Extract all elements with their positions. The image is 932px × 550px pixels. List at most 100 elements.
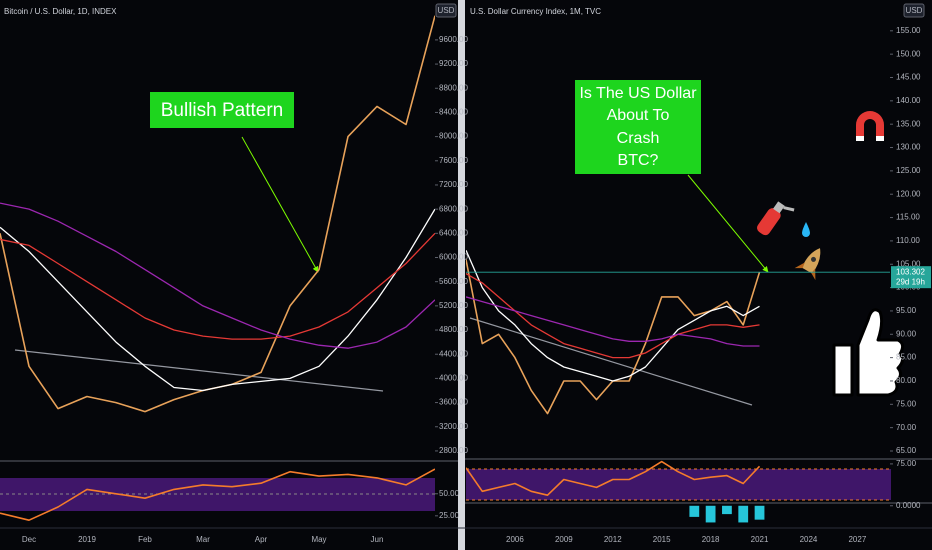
annotation: BTC?	[618, 152, 659, 169]
bar	[705, 505, 716, 523]
y-tick-label: 50.00	[439, 489, 460, 498]
y-tick-label: 120.00	[896, 189, 921, 198]
series-line	[0, 232, 435, 340]
x-tick-label: 2018	[702, 535, 720, 544]
y-tick-label: 2800.00	[439, 446, 468, 455]
y-tick-label: 135.00	[896, 119, 921, 128]
y-tick-label: 110.00	[896, 236, 920, 245]
annotation: About To	[607, 107, 670, 124]
y-tick-label: 70.00	[896, 423, 917, 432]
y-tick-label: 140.00	[896, 96, 921, 105]
drop-icon	[802, 222, 810, 237]
x-tick-label: 2024	[800, 535, 818, 544]
y-tick-label: 3200.00	[439, 422, 468, 431]
plot-area	[466, 460, 761, 496]
y-tick-label: 6400.00	[439, 228, 468, 237]
y-tick-label: 90.00	[896, 329, 917, 338]
currency-label[interactable]: USD	[438, 6, 455, 15]
series-line	[0, 468, 435, 521]
y-tick-label: 9600.00	[439, 35, 468, 44]
y-tick-label: 105.00	[896, 259, 921, 268]
last-price-label: 103.302	[896, 267, 925, 276]
y-tick-label: 75.00	[896, 459, 917, 468]
series-line	[466, 249, 760, 382]
y-tick-label: 25.00	[439, 511, 460, 520]
x-tick-label: 2012	[604, 535, 622, 544]
last-price-box	[891, 266, 931, 289]
currency-label[interactable]: USD	[906, 6, 923, 15]
rocket-icon	[794, 248, 821, 281]
countdown-label: 29d 19h	[896, 277, 925, 286]
y-tick-label: 4400.00	[439, 349, 468, 358]
y-tick-label: 0.0000	[896, 501, 921, 510]
x-tick-label: Jun	[371, 535, 384, 544]
y-tick-label: 130.00	[896, 143, 921, 152]
bar	[689, 505, 700, 517]
x-tick-label: 2009	[555, 535, 573, 544]
series-line	[466, 460, 761, 496]
series-line	[0, 202, 435, 349]
y-tick-label: 4000.00	[439, 374, 468, 383]
annotation-arrow	[241, 136, 319, 273]
series-line	[466, 296, 760, 347]
plot-area	[0, 468, 435, 521]
extinguisher-icon	[757, 201, 795, 236]
magnet-icon	[856, 111, 884, 141]
y-tick-label: 65.00	[896, 446, 917, 455]
x-tick-label: May	[311, 535, 326, 544]
annotation-box	[575, 80, 701, 174]
y-tick-label: 95.00	[896, 306, 917, 315]
trendline	[469, 317, 753, 406]
bar	[754, 505, 765, 520]
x-tick-label: Apr	[255, 535, 268, 544]
annotation-arrow	[687, 174, 769, 273]
y-tick-label: 85.00	[896, 353, 917, 362]
y-tick-label: 145.00	[896, 73, 921, 82]
annotation: Crash	[617, 130, 660, 147]
x-tick-label: Feb	[138, 535, 152, 544]
annotation-box	[150, 92, 294, 128]
y-tick-label: 8800.00	[439, 83, 468, 92]
x-tick-label: 2027	[848, 535, 866, 544]
x-tick-label: Dec	[22, 535, 36, 544]
y-tick-label: 5600.00	[439, 277, 468, 286]
y-tick-label: 7200.00	[439, 180, 468, 189]
currency-box[interactable]	[435, 3, 457, 18]
pane-divider	[458, 0, 465, 550]
x-tick-label: 2015	[653, 535, 671, 544]
y-tick-label: 75.00	[896, 399, 917, 408]
plot-area	[0, 15, 435, 413]
x-tick-label: 2021	[751, 535, 769, 544]
chart-title: Bitcoin / U.S. Dollar, 1D, INDEX	[4, 7, 117, 16]
plot-area	[689, 505, 765, 523]
thumbs-up-icon	[832, 308, 905, 397]
y-tick-label: 4800.00	[439, 325, 468, 334]
y-tick-label: 155.00	[896, 26, 921, 35]
chart-title: U.S. Dollar Currency Index, 1M, TVC	[470, 7, 601, 16]
rsi-band	[466, 469, 891, 500]
y-tick-label: 8400.00	[439, 108, 468, 117]
y-tick-label: 125.00	[896, 166, 921, 175]
bar	[738, 505, 749, 523]
y-tick-label: 6800.00	[439, 204, 468, 213]
y-tick-label: 115.00	[896, 213, 920, 222]
y-tick-label: 80.00	[896, 376, 917, 385]
series-line	[0, 208, 435, 392]
annotation: Bullish Pattern	[161, 100, 284, 121]
annotation: Is The US Dollar	[579, 85, 697, 102]
x-tick-label: Mar	[196, 535, 210, 544]
plot-area	[466, 249, 761, 415]
currency-box[interactable]	[903, 3, 925, 18]
x-tick-label: 2019	[78, 535, 96, 544]
y-tick-label: 8000.00	[439, 132, 468, 141]
y-tick-label: 7600.00	[439, 156, 468, 165]
x-tick-label: 2006	[506, 535, 524, 544]
y-tick-label: 150.00	[896, 49, 921, 58]
bar	[722, 505, 732, 515]
y-tick-label: 5200.00	[439, 301, 468, 310]
y-tick-label: 6000.00	[439, 253, 468, 262]
y-tick-label: 9200.00	[439, 59, 468, 68]
